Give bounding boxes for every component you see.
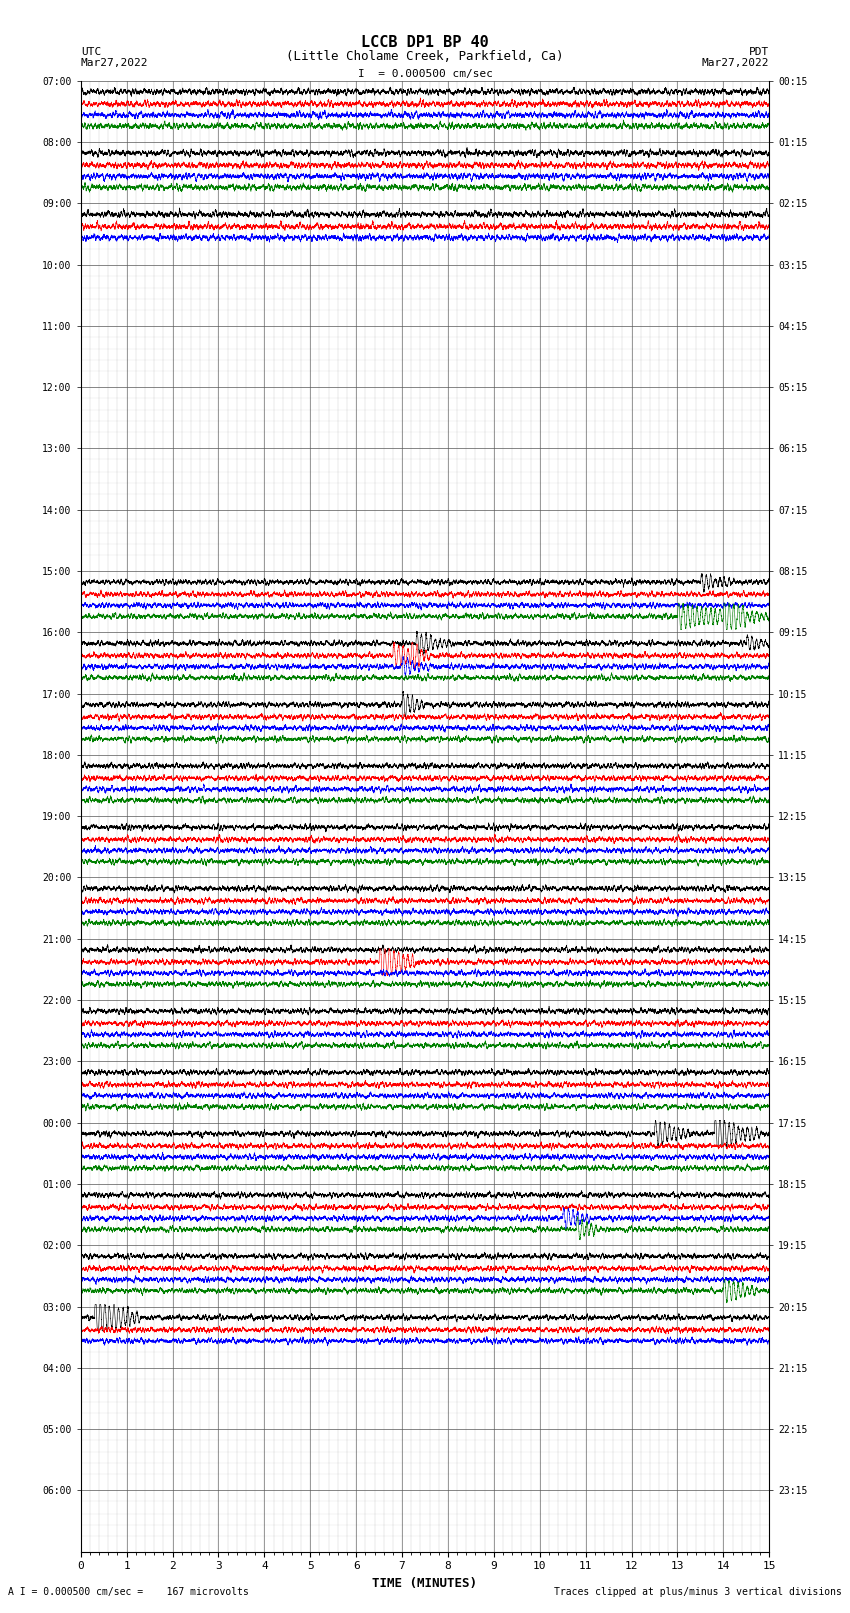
Text: UTC: UTC <box>81 47 101 56</box>
Text: LCCB DP1 BP 40: LCCB DP1 BP 40 <box>361 35 489 50</box>
X-axis label: TIME (MINUTES): TIME (MINUTES) <box>372 1578 478 1590</box>
Text: PDT: PDT <box>749 47 769 56</box>
Text: Mar27,2022: Mar27,2022 <box>702 58 769 68</box>
Text: A I = 0.000500 cm/sec =    167 microvolts: A I = 0.000500 cm/sec = 167 microvolts <box>8 1587 249 1597</box>
Text: Traces clipped at plus/minus 3 vertical divisions: Traces clipped at plus/minus 3 vertical … <box>553 1587 842 1597</box>
Text: Mar27,2022: Mar27,2022 <box>81 58 148 68</box>
Text: (Little Cholame Creek, Parkfield, Ca): (Little Cholame Creek, Parkfield, Ca) <box>286 50 564 63</box>
Text: I  = 0.000500 cm/sec: I = 0.000500 cm/sec <box>358 69 492 79</box>
